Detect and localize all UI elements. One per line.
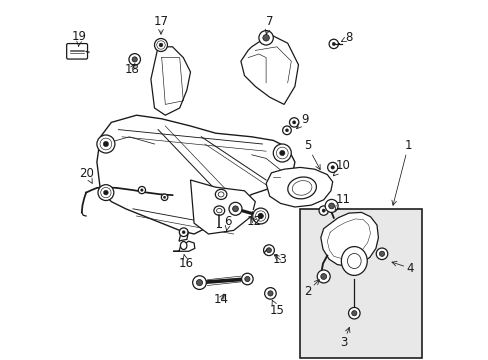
Circle shape [232,206,238,212]
Text: 13: 13 [272,253,287,266]
Circle shape [258,213,263,219]
Circle shape [263,245,274,256]
Text: 20: 20 [79,167,94,183]
Ellipse shape [180,242,186,249]
Circle shape [348,307,359,319]
Polygon shape [173,241,194,251]
Circle shape [267,291,272,296]
Bar [300,209,421,358]
Text: 3: 3 [339,327,349,349]
Text: 15: 15 [269,300,284,317]
Text: 7: 7 [264,15,273,34]
Circle shape [292,121,295,124]
Text: 12: 12 [246,215,262,228]
Circle shape [241,273,253,285]
Text: 16: 16 [178,254,193,270]
Circle shape [279,150,285,156]
Circle shape [285,129,288,132]
Circle shape [179,228,187,237]
Circle shape [182,231,185,234]
Polygon shape [241,36,298,104]
FancyBboxPatch shape [66,44,87,59]
Circle shape [263,35,269,41]
Circle shape [132,57,137,62]
Ellipse shape [341,247,366,275]
Circle shape [161,194,167,201]
Circle shape [103,190,108,195]
Circle shape [98,185,114,201]
Circle shape [97,135,115,153]
Text: 1: 1 [391,139,411,205]
Circle shape [103,141,108,147]
Circle shape [196,279,202,286]
Circle shape [328,203,334,209]
Circle shape [192,276,206,289]
Circle shape [138,186,145,194]
Circle shape [252,208,268,224]
Circle shape [282,126,291,135]
Polygon shape [190,180,255,234]
Circle shape [258,31,273,45]
Circle shape [328,39,338,49]
Circle shape [154,39,167,51]
Circle shape [254,210,266,222]
Polygon shape [320,212,378,266]
Circle shape [379,251,384,256]
Circle shape [163,196,165,198]
Circle shape [141,189,143,192]
Text: 5: 5 [303,139,320,170]
Circle shape [228,202,242,215]
Circle shape [322,209,325,212]
Circle shape [264,288,276,299]
Text: 11: 11 [334,193,350,210]
Polygon shape [97,115,294,234]
Ellipse shape [213,206,224,215]
Circle shape [266,248,271,253]
Circle shape [327,162,337,172]
Circle shape [244,276,249,282]
Circle shape [258,213,263,219]
Text: 17: 17 [153,15,168,34]
Text: 9: 9 [296,113,308,129]
Ellipse shape [215,189,226,199]
Polygon shape [151,47,190,115]
Circle shape [318,206,328,215]
Circle shape [320,274,326,279]
Text: 10: 10 [333,159,350,176]
Polygon shape [265,167,332,207]
Text: 2: 2 [303,280,319,298]
Circle shape [159,43,163,47]
Circle shape [317,270,329,283]
Text: 6: 6 [224,215,232,231]
Text: 19: 19 [72,30,87,46]
Circle shape [330,166,334,169]
Ellipse shape [287,177,316,199]
Text: 8: 8 [341,31,352,44]
Circle shape [351,311,356,316]
Text: 4: 4 [391,261,413,275]
Text: 14: 14 [213,293,228,306]
Text: 18: 18 [124,63,140,76]
Circle shape [331,42,335,46]
Circle shape [273,144,291,162]
Circle shape [325,199,337,212]
Polygon shape [179,230,188,241]
Circle shape [129,54,140,65]
Circle shape [289,118,298,127]
Circle shape [375,248,387,260]
